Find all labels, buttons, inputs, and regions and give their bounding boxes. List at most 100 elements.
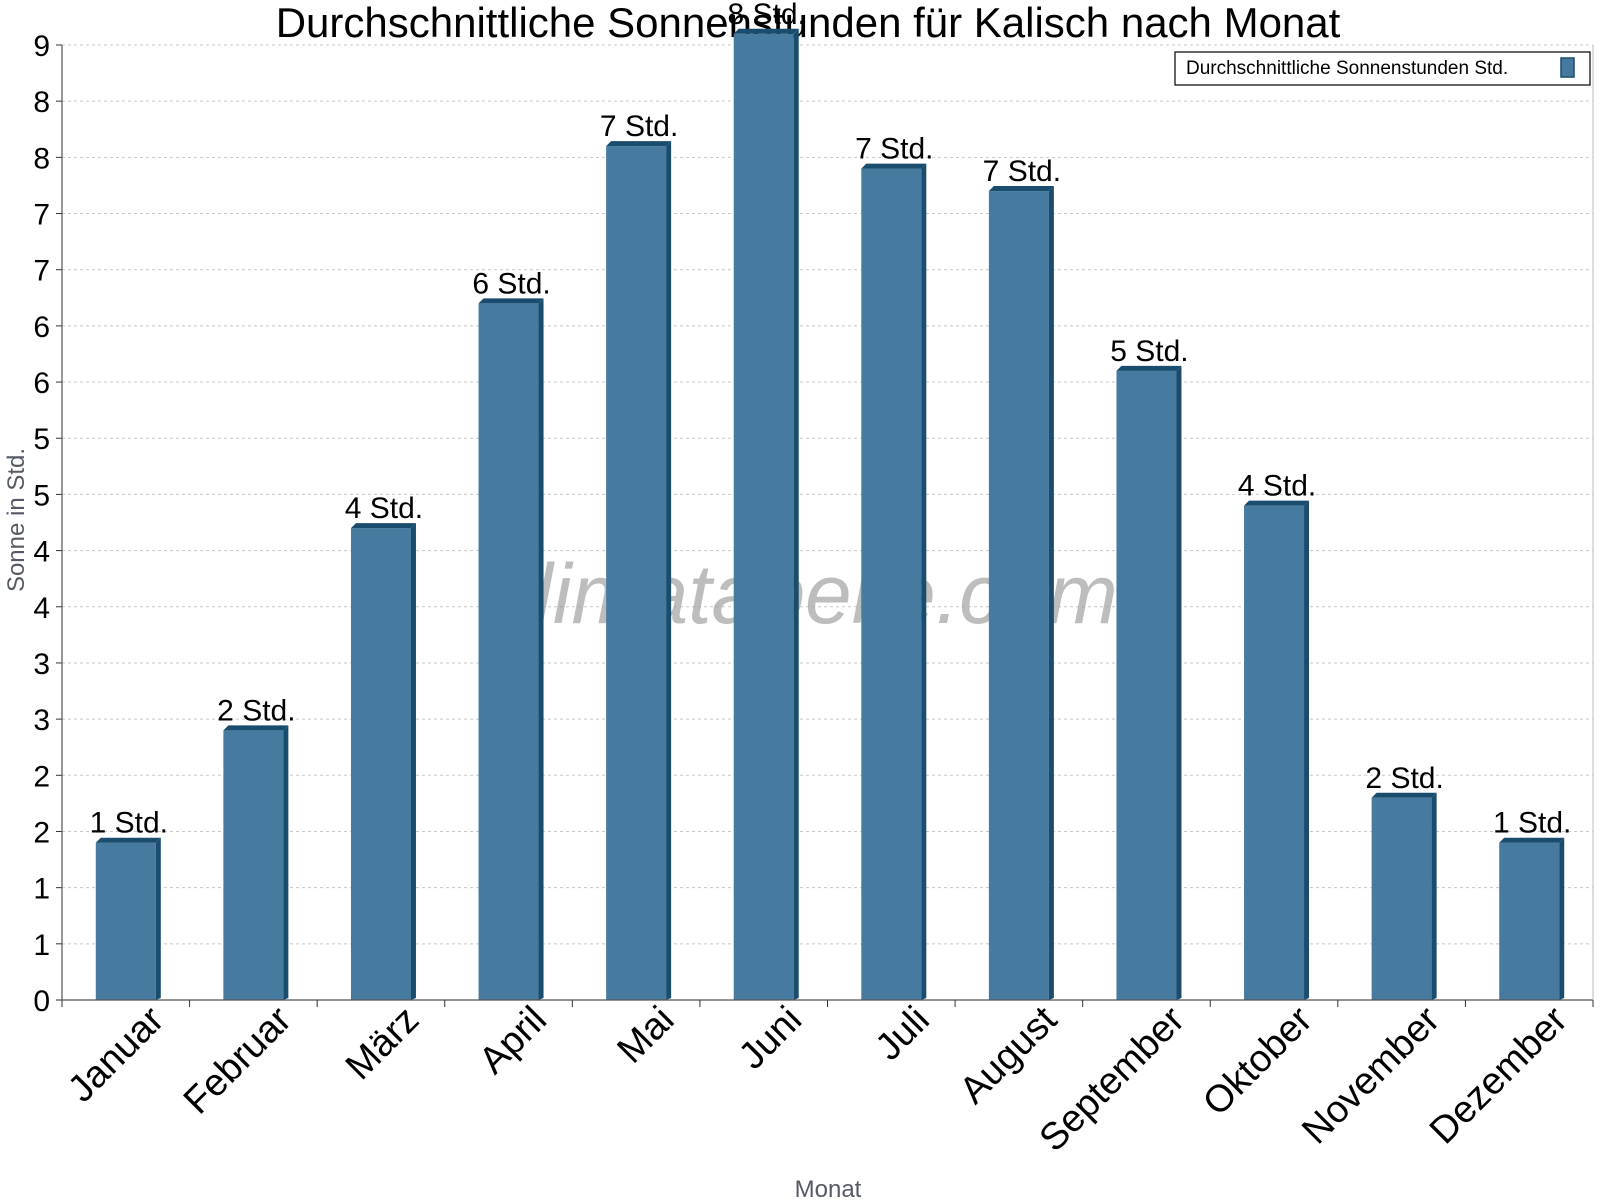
data-label: 6 Std. [472, 267, 550, 300]
bar-side [1304, 500, 1310, 1000]
bar-face [1116, 370, 1177, 1001]
bar-face [1244, 505, 1305, 1000]
bar [1116, 365, 1182, 1001]
bar-face [733, 33, 794, 1000]
bar-side [793, 28, 799, 1000]
data-label: 4 Std. [1238, 470, 1316, 503]
y-tick-label: 3 [33, 648, 50, 681]
bar-top [1116, 365, 1182, 371]
x-tick-label: Dezember [1422, 998, 1576, 1152]
bar-top [223, 725, 289, 731]
bar [478, 298, 544, 1001]
y-tick-label: 6 [33, 311, 50, 344]
bar [1371, 792, 1437, 1000]
y-tick-labels: 0 1 1 2 2 3 3 4 4 5 5 6 6 7 7 8 8 9 [33, 30, 50, 1018]
data-label: 1 Std. [90, 807, 168, 840]
bar-face [223, 730, 284, 1000]
bar-face [478, 303, 539, 1001]
bar-top [350, 523, 416, 529]
data-label: 2 Std. [217, 694, 295, 727]
x-tick-label: November [1294, 998, 1448, 1152]
bar-top [1499, 837, 1565, 843]
y-tick-label: 1 [33, 929, 50, 962]
bar-top [1371, 792, 1437, 798]
bar-top [95, 837, 161, 843]
y-axis-label: Sonne in Std. [3, 448, 30, 592]
bar-face [350, 528, 411, 1000]
bar-top [1244, 500, 1310, 506]
bars [95, 28, 1565, 1001]
grid [62, 44, 1593, 945]
data-labels: 1 Std. 2 Std. 4 Std. 6 Std. 7 Std. 8 Std. 7 St… [90, 0, 1572, 840]
data-label: 1 Std. [1493, 807, 1571, 840]
data-label: 7 Std. [855, 133, 933, 166]
legend-swatch [1560, 57, 1575, 78]
bar-top [478, 298, 544, 304]
bar [95, 837, 161, 1000]
data-label: 8 Std. [728, 0, 806, 31]
x-tick-label: August [952, 998, 1066, 1112]
bar-side [1431, 792, 1437, 1000]
bar-side [155, 837, 161, 1000]
bar [350, 523, 416, 1000]
y-tick-label: 4 [33, 592, 50, 625]
y-tick-label: 5 [33, 479, 50, 512]
bar [988, 186, 1054, 1000]
bar-top [861, 163, 927, 169]
y-tick-label: 7 [33, 255, 50, 288]
legend-label: Durchschnittliche Sonnenstunden Std. [1186, 58, 1508, 79]
bar-face [988, 191, 1049, 1000]
chart-title: Durchschnittliche Sonnenstunden für Kali… [276, 0, 1341, 46]
x-tick-label: Juli [868, 999, 938, 1069]
y-tick-label: 6 [33, 367, 50, 400]
bar-face [95, 842, 156, 1000]
data-label: 2 Std. [1365, 762, 1443, 795]
legend: Durchschnittliche Sonnenstunden Std. [1174, 51, 1591, 86]
bar-face [1499, 842, 1560, 1000]
y-tick-label: 7 [33, 199, 50, 232]
bar [733, 28, 799, 1000]
y-tick-label: 5 [33, 423, 50, 456]
bar-side [921, 163, 927, 1000]
bar-top [988, 186, 1054, 192]
bar-side [1048, 186, 1054, 1000]
data-label: 7 Std. [600, 110, 678, 143]
x-tick-label: Oktober [1195, 998, 1321, 1124]
y-tick-label: 4 [33, 536, 50, 569]
bar-side [1176, 365, 1182, 1001]
bar-top [733, 28, 799, 34]
bar-face [606, 146, 667, 1000]
legend-box [1174, 51, 1591, 86]
x-tick-label: Februar [176, 998, 300, 1122]
data-label: 7 Std. [983, 155, 1061, 188]
data-label: 5 Std. [1110, 335, 1188, 368]
y-tick-label: 8 [33, 142, 50, 175]
bar-side [283, 725, 289, 1000]
bar [1244, 500, 1310, 1000]
bar-face [1371, 797, 1432, 1000]
bar [223, 725, 289, 1000]
bar-side [1559, 837, 1565, 1000]
bar-side [538, 298, 544, 1001]
x-tick-label: Mai [609, 999, 682, 1072]
bar-top [606, 141, 672, 147]
x-tick-label: April [471, 999, 554, 1082]
y-tick-label: 3 [33, 704, 50, 737]
bar-side [666, 141, 672, 1000]
bar-face [861, 168, 922, 1000]
data-label: 4 Std. [345, 492, 423, 525]
x-tick-label: März [338, 999, 427, 1088]
y-tick-label: 0 [33, 985, 50, 1018]
x-tick-labels: Januar Februar März April Mai Juni Juli AugustS… [60, 998, 1576, 1159]
y-tick-label: 9 [33, 30, 50, 63]
y-tick-label: 2 [33, 816, 50, 849]
axes [56, 44, 1594, 1007]
bar-side [410, 523, 416, 1000]
y-tick-label: 1 [33, 873, 50, 906]
bar [861, 163, 927, 1000]
x-tick-label: Juni [731, 999, 810, 1078]
y-tick-label: 8 [33, 86, 50, 119]
x-axis-label: Monat [795, 1176, 862, 1200]
y-tick-label: 2 [33, 760, 50, 793]
